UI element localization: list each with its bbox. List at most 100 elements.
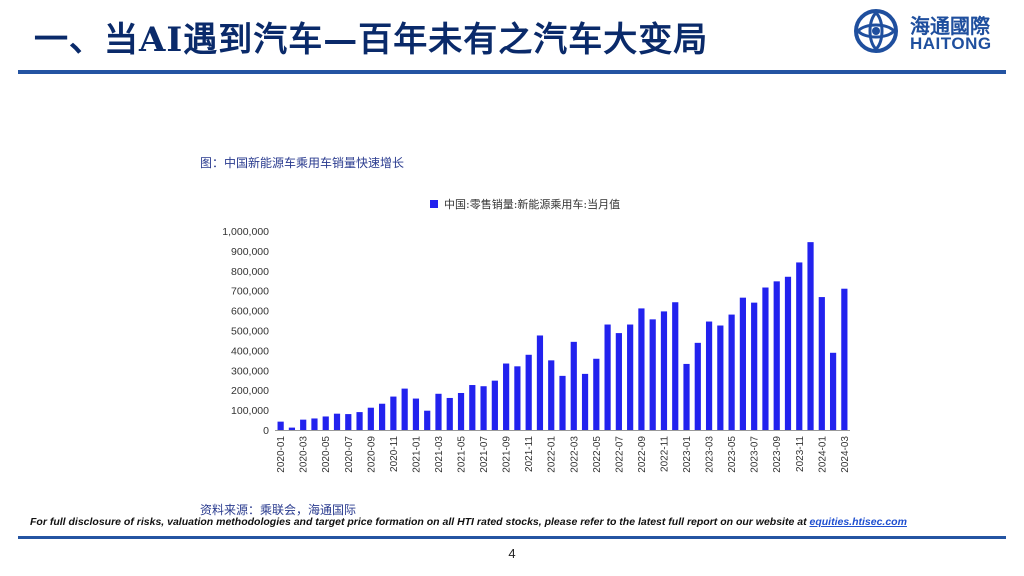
- y-tick-label: 500,000: [231, 326, 269, 338]
- bar-2020-10: [379, 403, 386, 430]
- x-tick-label: 2022-01: [547, 436, 558, 473]
- y-axis: 0 100,000 200,000 300,000 400,000 500,000 600,…: [222, 226, 269, 437]
- x-tick-label: 2024-01: [817, 436, 828, 473]
- bar-2021-01: [412, 398, 420, 430]
- page-number: 4: [508, 546, 516, 561]
- x-tick-label: 2023-07: [750, 436, 761, 473]
- bar-2021-09: [503, 363, 510, 430]
- bar-2023-02: [694, 342, 701, 430]
- bar-2022-10: [649, 319, 656, 430]
- bar-2023-04: [717, 325, 724, 430]
- x-tick-label: 2023-03: [705, 436, 716, 473]
- bar-2022-07: [615, 333, 622, 430]
- bar-2020-03: [300, 419, 307, 430]
- chart-legend: 中国:零售销量:新能源乘用车:当月值: [430, 197, 620, 211]
- x-tick-label: 2024-03: [840, 436, 851, 473]
- bar-2020-09: [367, 407, 374, 430]
- x-tick-label: 2022-11: [659, 436, 670, 472]
- bar-2023-03: [705, 321, 713, 430]
- y-tick-label: 400,000: [231, 345, 269, 357]
- bar-2020-04: [311, 418, 318, 430]
- bar-2022-12: [672, 302, 679, 430]
- bar-2022-06: [604, 324, 611, 430]
- y-tick-label: 300,000: [231, 365, 269, 377]
- haitong-logo: 海通國際 HAITONG: [852, 8, 1012, 58]
- x-tick-label: 2021-01: [411, 436, 422, 473]
- y-tick-label: 200,000: [231, 385, 269, 397]
- bar-2023-06: [739, 297, 746, 430]
- x-tick-label: 2022-09: [637, 436, 648, 473]
- bar-2021-12: [536, 335, 544, 430]
- x-axis: 2020-01 2020-03 2020-05 2020-07 2020-09 2020-…: [275, 430, 851, 473]
- bar-2022-03: [570, 341, 577, 430]
- bar-2020-02: [288, 427, 296, 430]
- bar-2020-01: [277, 421, 284, 430]
- slide-title: 一、当AI遇到汽车—百年未有之汽车大变局: [34, 20, 709, 60]
- x-tick-label: 2023-01: [682, 436, 693, 473]
- figure-caption: 图：中国新能源车乘用车销量快速增长: [200, 156, 405, 170]
- x-tick-label: 2022-03: [569, 436, 580, 473]
- x-tick-label: 2020-03: [299, 436, 310, 473]
- bar-2023-05: [728, 314, 735, 430]
- x-tick-label: 2020-09: [366, 436, 377, 473]
- bar-2022-05: [593, 358, 600, 430]
- legend-swatch: [430, 200, 438, 208]
- bar-2020-06: [333, 413, 341, 430]
- bar-2022-08: [627, 324, 634, 430]
- x-tick-label: 2022-05: [592, 436, 603, 473]
- x-tick-label: 2021-11: [524, 436, 535, 472]
- bar-2022-11: [660, 311, 668, 430]
- bar-2023-10: [784, 276, 792, 430]
- bar-2023-11: [796, 262, 803, 430]
- y-tick-label: 1,000,000: [222, 226, 269, 238]
- x-tick-label: 2020-05: [321, 436, 332, 473]
- y-tick-label: 900,000: [231, 246, 269, 258]
- bar-2023-01: [683, 363, 690, 430]
- bar-2021-07: [480, 386, 487, 430]
- bar-2023-12: [807, 242, 814, 430]
- bar-2024-03: [841, 288, 848, 430]
- x-tick-label: 2021-07: [479, 436, 490, 473]
- x-tick-label: 2021-05: [457, 436, 468, 473]
- bar-2021-10: [514, 366, 521, 430]
- bar-2022-09: [638, 308, 645, 430]
- bar-series: [277, 242, 848, 430]
- bar-2024-02: [829, 352, 837, 430]
- bar-2022-04: [581, 373, 589, 430]
- bar-2022-02: [559, 375, 566, 430]
- disclaimer-body: For full disclosure of risks, valuation …: [30, 516, 810, 528]
- y-tick-label: 700,000: [231, 286, 269, 298]
- header-divider: [18, 70, 1006, 74]
- bar-2021-08: [491, 380, 498, 430]
- x-tick-label: 2022-07: [614, 436, 625, 473]
- legend-label: 中国:零售销量:新能源乘用车:当月值: [444, 197, 620, 211]
- x-tick-label: 2020-01: [276, 436, 287, 473]
- bar-2021-04: [446, 397, 453, 430]
- website-link[interactable]: equities.htisec.com: [809, 516, 907, 528]
- y-tick-label: 0: [263, 425, 269, 437]
- x-tick-label: 2023-11: [795, 436, 806, 472]
- bar-2023-08: [762, 287, 769, 430]
- logo-chinese-text: 海通國際: [910, 14, 990, 38]
- figure-source: 资料来源：乘联会，海通国际: [200, 503, 357, 517]
- bar-2021-05: [457, 392, 465, 430]
- bar-2020-08: [356, 412, 363, 430]
- y-tick-label: 800,000: [231, 266, 269, 278]
- y-tick-label: 600,000: [231, 306, 269, 318]
- x-tick-label: 2023-05: [727, 436, 738, 473]
- bar-2020-05: [322, 416, 329, 430]
- bar-2024-01: [818, 297, 825, 430]
- disclaimer-text: For full disclosure of risks, valuation …: [30, 516, 907, 528]
- x-tick-label: 2020-11: [389, 436, 400, 472]
- x-tick-label: 2020-07: [344, 436, 355, 473]
- logo-english-text: HAITONG: [910, 34, 992, 53]
- x-tick-label: 2021-03: [434, 436, 445, 473]
- bar-2020-11: [390, 396, 397, 430]
- bar-2021-02: [424, 410, 431, 430]
- bar-2021-11: [525, 354, 532, 430]
- bar-2022-01: [548, 360, 555, 430]
- bar-2021-03: [435, 393, 442, 430]
- x-tick-label: 2021-09: [502, 436, 513, 473]
- bar-2023-07: [751, 302, 758, 430]
- bar-2020-07: [345, 414, 352, 430]
